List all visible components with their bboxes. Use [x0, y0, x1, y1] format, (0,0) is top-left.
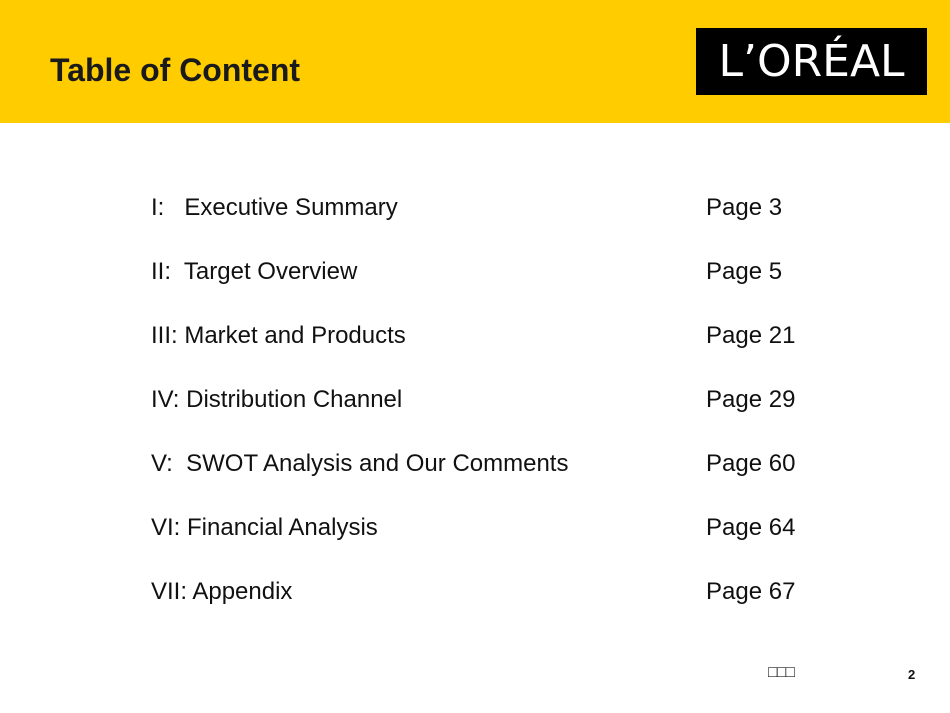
toc-row-executive-summary: I: Executive Summary Page 3 — [151, 192, 851, 256]
toc-item-page: Page 21 — [706, 322, 796, 349]
toc-item-page: Page 5 — [706, 258, 783, 285]
toc-item-page: Page 29 — [706, 386, 796, 413]
toc-item-label: VII: Appendix — [151, 578, 293, 605]
toc-row-market-and-products: III: Market and Products Page 21 — [151, 320, 851, 384]
toc-item-label: V: SWOT Analysis and Our Comments — [151, 450, 569, 477]
footer-mark: □□□ — [768, 664, 795, 681]
toc-row-financial-analysis: VI: Financial Analysis Page 64 — [151, 512, 851, 576]
toc-item-page: Page 67 — [706, 578, 796, 605]
toc-item-label: I: Executive Summary — [151, 194, 398, 221]
toc-row-distribution-channel: IV: Distribution Channel Page 29 — [151, 384, 851, 448]
page-number: 2 — [908, 667, 916, 682]
toc-item-label: III: Market and Products — [151, 322, 406, 349]
toc-item-label: II: Target Overview — [151, 258, 358, 285]
toc-item-label: VI: Financial Analysis — [151, 514, 378, 541]
table-of-contents: I: Executive Summary Page 3 II: Target O… — [151, 192, 851, 640]
toc-item-page: Page 3 — [706, 194, 783, 221]
slide-title: Table of Content — [50, 52, 301, 88]
toc-item-page: Page 64 — [706, 514, 796, 541]
toc-row-appendix: VII: Appendix Page 67 — [151, 576, 851, 640]
loreal-logo: L’ORÉAL — [696, 28, 927, 95]
logo-text: L’ORÉAL — [718, 35, 905, 87]
toc-item-page: Page 60 — [706, 450, 796, 477]
toc-row-swot-analysis: V: SWOT Analysis and Our Comments Page 6… — [151, 448, 851, 512]
toc-row-target-overview: II: Target Overview Page 5 — [151, 256, 851, 320]
toc-item-label: IV: Distribution Channel — [151, 386, 403, 413]
